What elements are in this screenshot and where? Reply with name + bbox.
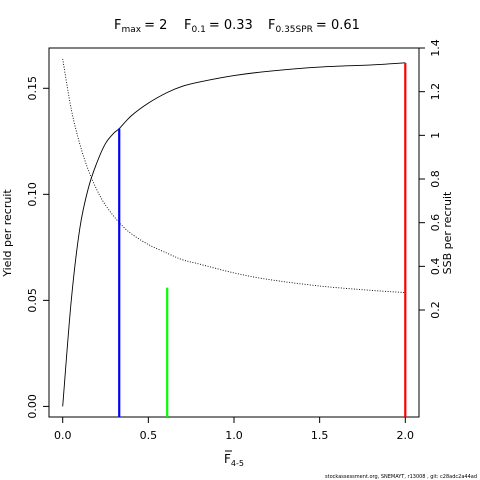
yield-per-recruit-line (62, 62, 406, 407)
y-right-tick-label: 0.6 (429, 214, 442, 232)
reference-lines-layer (118, 62, 407, 417)
y-axis-left-label: Yield per recruit (1, 189, 14, 278)
y-left-tick-label: 0.05 (26, 288, 39, 313)
y-right-tick-label: 0.2 (429, 301, 442, 319)
y-left-tick-label: 0.10 (26, 182, 39, 207)
axis-layer: 0.0 0.5 1.0 1.5 2.0 0.00 0.05 0.10 0.15 0.2 0.4 0.6… (26, 39, 442, 442)
title-fmax: Fmax = 2 (114, 18, 167, 35)
x-tick-label: 1.0 (225, 429, 243, 442)
x-tick-label: 0.5 (140, 429, 158, 442)
y-right-tick-label: 1.2 (429, 83, 442, 101)
x-tick-label: 1.5 (311, 429, 329, 442)
lines-layer (62, 58, 406, 407)
y-left-tick-label: 0.00 (26, 394, 39, 419)
y-right-tick-label: 0.8 (429, 170, 442, 188)
footer-credit: stockassessment.org, SNEMAYT, r13008 , g… (325, 474, 477, 480)
y-right-tick-label: 1 (429, 132, 442, 139)
y-axis-right-label: SSB per recruit (441, 191, 454, 274)
y-right-tick-label: 0.4 (429, 258, 442, 276)
x-axis-label: F4-5 (224, 452, 244, 468)
y-left-tick-label: 0.15 (26, 76, 39, 101)
x-tick-label: 2.0 (397, 429, 415, 442)
y-right-tick-label: 1.4 (429, 39, 442, 57)
title-f01: F0.1 = 0.33 (184, 18, 253, 35)
title-f035spr: F0.35SPR = 0.61 (268, 18, 360, 35)
x-tick-label: 0.0 (54, 429, 72, 442)
ssb-per-recruit-line (62, 58, 406, 293)
